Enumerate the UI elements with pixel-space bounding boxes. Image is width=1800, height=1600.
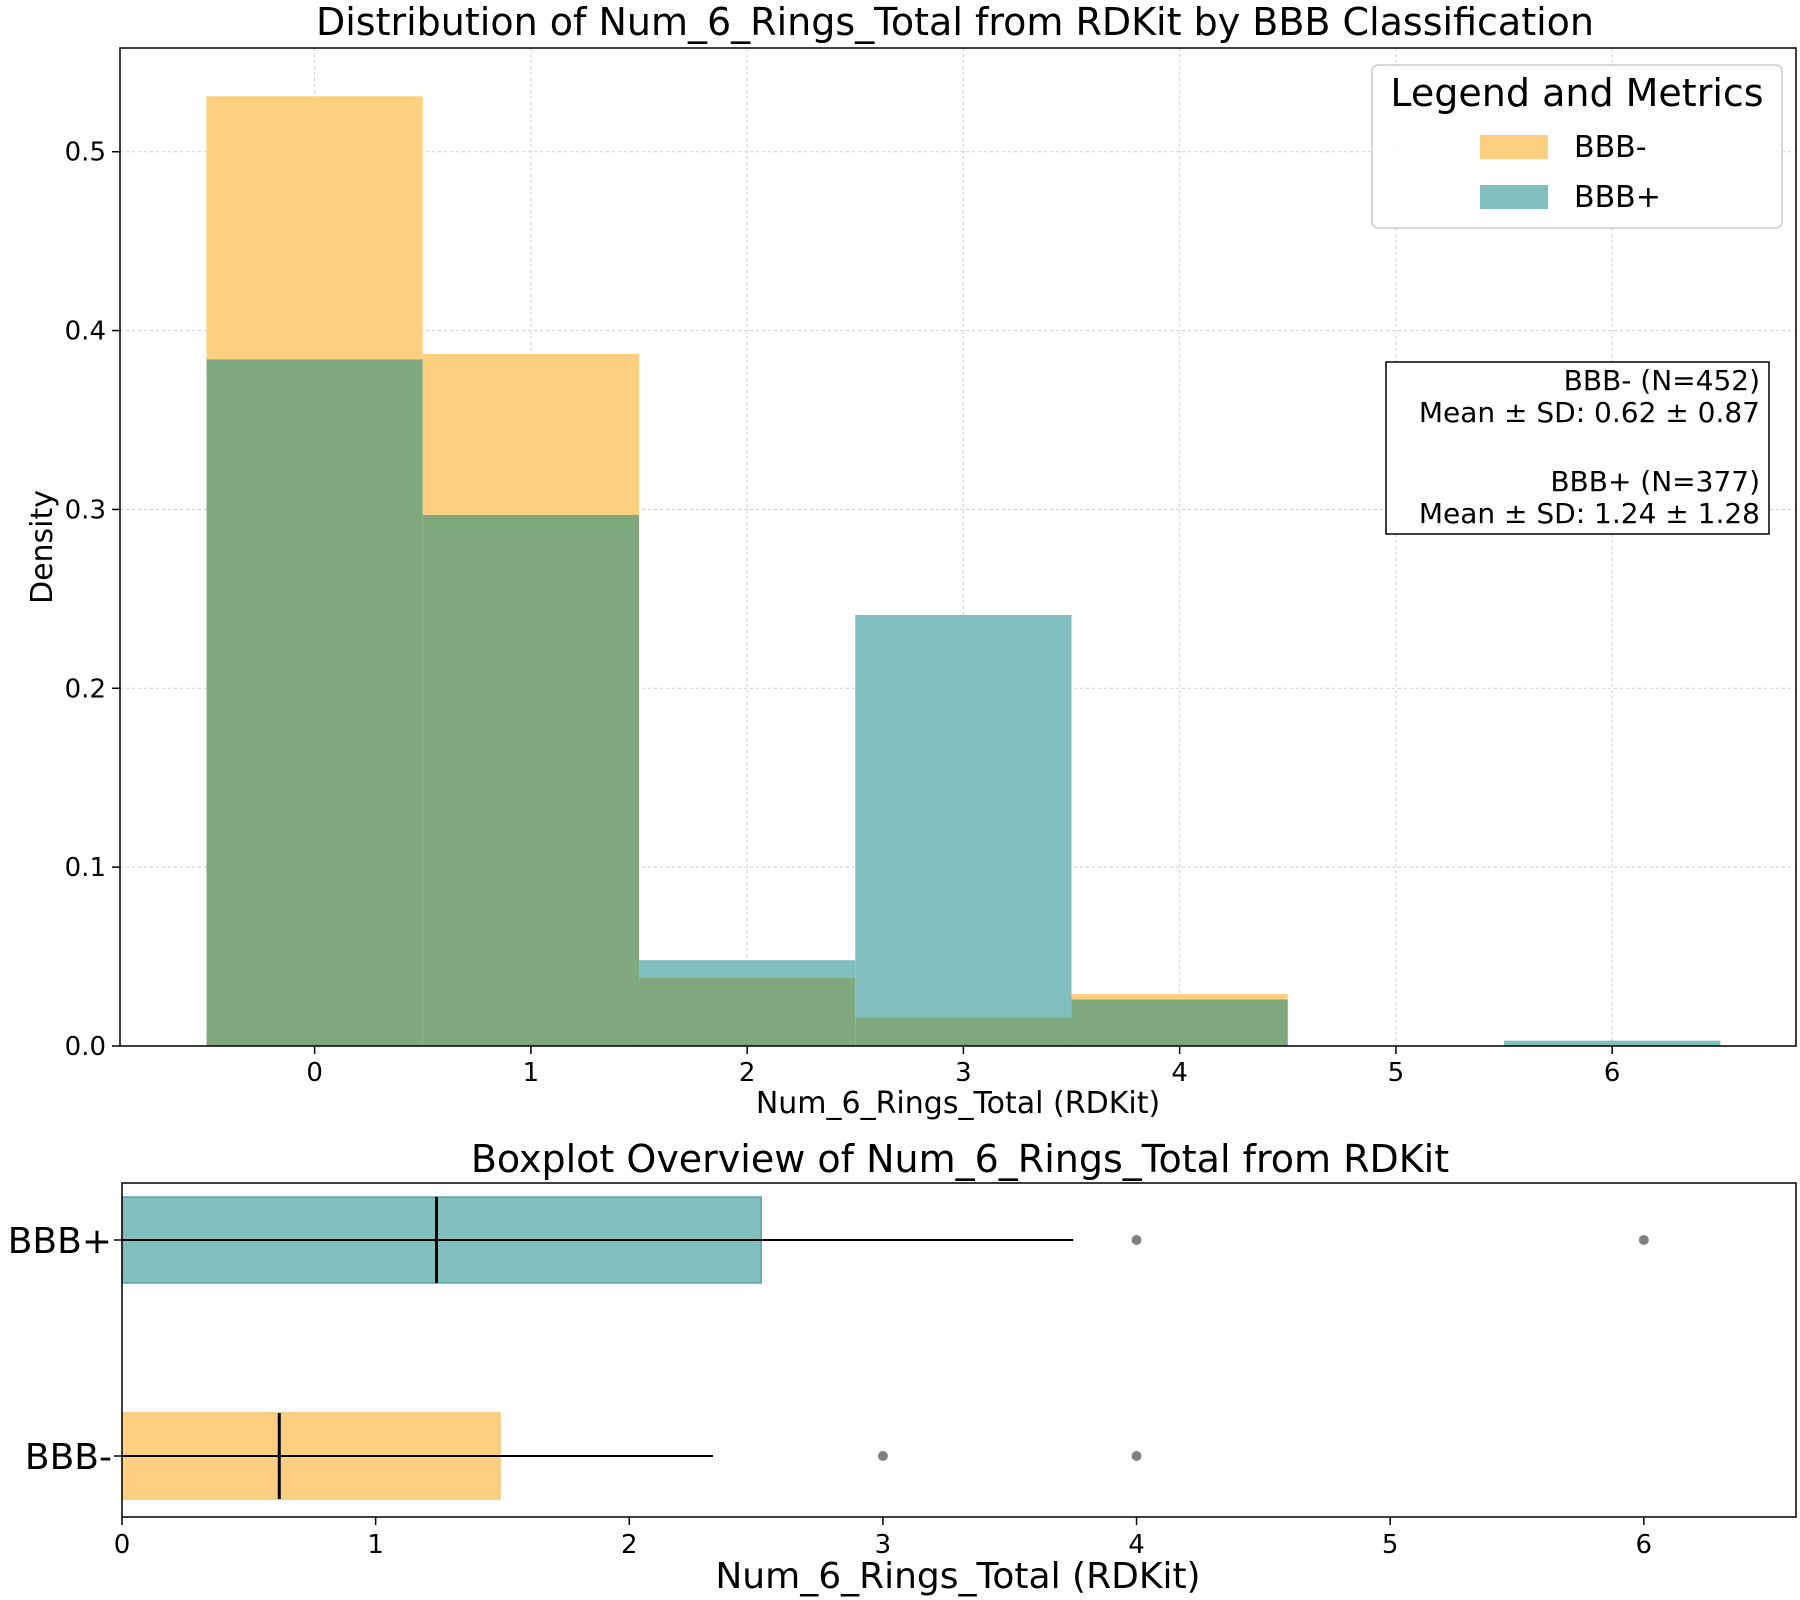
- legend-frame: [1371, 64, 1783, 229]
- histogram-y-tick-label: 0.0: [65, 1032, 106, 1062]
- histogram-y-ticks: 0.0 0.1 0.2 0.3 0.4 0.5: [65, 138, 120, 1062]
- boxplot-plot-frame: [121, 1182, 1797, 1518]
- boxplot-x-ticks: 0 1 2 3 4 5 6: [114, 1517, 1652, 1560]
- histogram-x-tick-label: 0: [306, 1058, 323, 1088]
- histogram-bar-bbb-minus: [1071, 994, 1288, 1000]
- histogram-bar-bbb-plus: [855, 614, 1072, 1018]
- metrics-frame: [1385, 361, 1770, 535]
- boxplot-outlier-point: [1131, 1235, 1142, 1245]
- boxplot-outlier-point: [1131, 1451, 1142, 1461]
- legend: Legend and Metrics BBB- BBB+: [1371, 64, 1783, 229]
- boxplot-boxes: [121, 1196, 1649, 1500]
- metric-bbb-minus-stat: Mean ± SD: 0.62 ± 0.87: [1419, 396, 1760, 429]
- metric-bbb-plus-group: BBB+ (N=377): [1550, 465, 1760, 498]
- legend-label-bbb-plus: BBB+: [1574, 180, 1661, 215]
- histogram-x-tick-label: 4: [1171, 1058, 1188, 1088]
- histogram-bar-bbb-plus: [639, 960, 856, 979]
- metrics-box: BBB- (N=452) Mean ± SD: 0.62 ± 0.87 BBB+…: [1385, 361, 1770, 535]
- legend-label-bbb-minus: BBB-: [1574, 130, 1647, 165]
- boxplot-x-axis-label: Num_6_Rings_Total (RDKit): [715, 1556, 1200, 1597]
- metric-bbb-plus-stat: Mean ± SD: 1.24 ± 1.28: [1419, 497, 1760, 530]
- histogram-bar-overlap: [639, 978, 856, 1046]
- boxplot-category-label: BBB+: [8, 1221, 112, 1262]
- boxplot-x-tick-label: 2: [621, 1530, 638, 1560]
- boxplot-category-labels: BBB+ BBB-: [8, 1221, 122, 1478]
- histogram-bar-bbb-minus: [422, 353, 640, 515]
- histogram-bar-overlap: [1071, 999, 1288, 1046]
- histogram-y-tick-label: 0.1: [65, 853, 106, 883]
- histogram-x-tick-label: 5: [1388, 1058, 1405, 1088]
- histogram-y-tick-label: 0.3: [65, 495, 106, 525]
- boxplot-title: Boxplot Overview of Num_6_Rings_Total fr…: [471, 1137, 1449, 1181]
- boxplot-box-bbb-minus: [121, 1412, 1142, 1500]
- histogram-y-tick-label: 0.2: [65, 674, 106, 704]
- histogram-bar-overlap: [855, 1017, 1072, 1046]
- boxplot-x-tick-label: 1: [367, 1530, 384, 1560]
- legend-title: Legend and Metrics: [1390, 71, 1763, 115]
- boxplot-category-label: BBB-: [25, 1437, 112, 1478]
- histogram-title: Distribution of Num_6_Rings_Total from R…: [316, 0, 1594, 44]
- metric-bbb-minus-group: BBB- (N=452): [1564, 364, 1760, 397]
- histogram-bar-overlap: [422, 514, 640, 1046]
- boxplot-outlier-point: [1638, 1235, 1649, 1245]
- boxplot-box-bbb-plus: [121, 1196, 1649, 1284]
- histogram-plot-frame: [119, 47, 1797, 1047]
- boxplot-x-tick-label: 6: [1636, 1530, 1653, 1560]
- boxplot-x-tick-label: 3: [875, 1530, 892, 1560]
- histogram-y-tick-label: 0.5: [65, 138, 106, 168]
- histogram-x-tick-label: 6: [1604, 1058, 1621, 1088]
- boxplot-outlier-point: [877, 1451, 888, 1461]
- histogram-bar-bbb-plus: [1504, 1040, 1721, 1046]
- histogram-bar-bbb-minus: [206, 96, 423, 360]
- boxplot-x-tick-label: 4: [1128, 1530, 1145, 1560]
- histogram-y-axis-label: Density: [25, 490, 60, 604]
- histogram-bars: [206, 96, 1721, 1046]
- boxplot-x-tick-label: 0: [114, 1530, 131, 1560]
- legend-swatch-bbb-minus: [1480, 135, 1548, 159]
- histogram-x-tick-label: 1: [523, 1058, 540, 1088]
- histogram-x-tick-label: 3: [955, 1058, 972, 1088]
- histogram-bar-overlap: [206, 359, 423, 1046]
- boxplot-x-tick-label: 5: [1382, 1530, 1399, 1560]
- legend-swatch-bbb-plus: [1480, 185, 1548, 209]
- histogram-x-axis-label: Num_6_Rings_Total (RDKit): [756, 1086, 1160, 1121]
- histogram-x-tick-label: 2: [739, 1058, 756, 1088]
- histogram-y-tick-label: 0.4: [65, 317, 106, 347]
- histogram-x-ticks: 0 1 2 3 4 5 6: [306, 1046, 1620, 1088]
